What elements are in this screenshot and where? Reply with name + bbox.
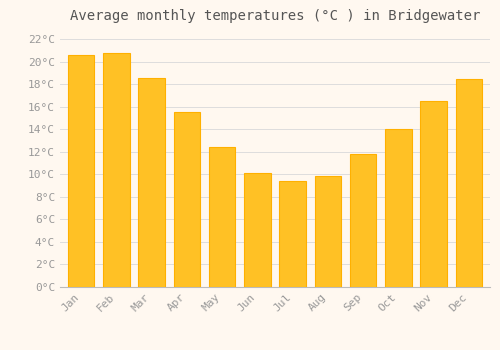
Bar — [280, 181, 306, 287]
Bar — [138, 78, 165, 287]
Bar — [350, 154, 376, 287]
Bar — [103, 53, 130, 287]
Bar — [314, 175, 341, 287]
Bar — [420, 101, 447, 287]
Bar — [174, 112, 200, 287]
Bar — [244, 173, 270, 287]
Bar — [456, 79, 482, 287]
Title: Average monthly temperatures (°C ) in Bridgewater: Average monthly temperatures (°C ) in Br… — [70, 9, 480, 23]
Bar — [68, 55, 94, 287]
Bar — [385, 130, 411, 287]
Bar — [209, 147, 236, 287]
